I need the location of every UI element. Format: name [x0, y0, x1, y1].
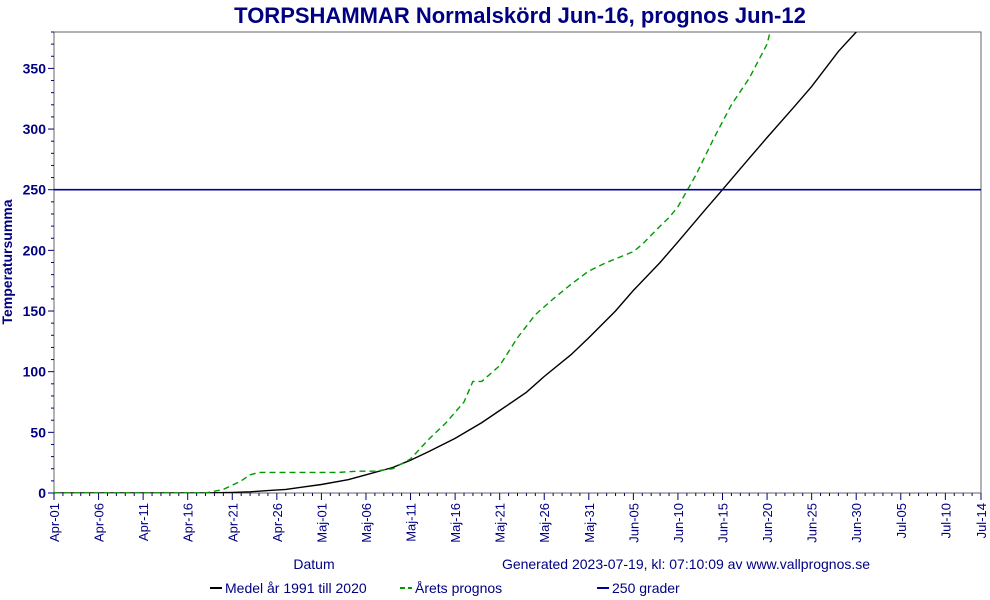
generated-note: Generated 2023-07-19, kl: 07:10:09 av ww… — [502, 556, 870, 572]
legend: Medel år 1991 till 2020 Årets prognos 250 … — [210, 580, 680, 596]
y-tick-label: 200 — [23, 242, 47, 258]
series-line-1 — [54, 32, 858, 493]
x-tick-label: Jul-05 — [894, 503, 909, 538]
x-tick-label: Jun-20 — [760, 503, 775, 543]
y-tick-label: 100 — [23, 364, 47, 380]
x-ticks: Apr-01 Apr-06 Apr-11 Apr-16 Apr-21 Apr-26 Maj-… — [47, 493, 989, 543]
legend-label-2: Årets prognos — [415, 580, 502, 596]
x-tick-label: Maj-21 — [493, 503, 508, 543]
x-tick-label: Jun-30 — [849, 503, 864, 543]
x-tick-label: Apr-11 — [136, 503, 151, 541]
series-line-2 — [54, 32, 771, 493]
legend-label-3: 250 grader — [612, 580, 680, 596]
y-tick-label: 150 — [23, 303, 47, 319]
x-tick-label: Maj-16 — [448, 503, 463, 543]
x-tick-label: Maj-11 — [404, 503, 419, 542]
x-tick-label: Apr-06 — [92, 503, 107, 542]
y-tick-label: 300 — [23, 121, 47, 137]
x-tick-label: Maj-31 — [582, 503, 597, 543]
plot-frame — [53, 31, 982, 494]
x-tick-label: Jun-25 — [805, 503, 820, 543]
x-tick-label: Apr-26 — [270, 503, 285, 542]
legend-label-1: Medel år 1991 till 2020 — [225, 580, 367, 596]
x-tick-label: Maj-01 — [314, 503, 329, 543]
x-tick-label: Maj-06 — [359, 503, 374, 543]
x-tick-label: Jul-10 — [938, 503, 953, 538]
y-tick-label: 0 — [38, 485, 46, 501]
x-tick-label: Apr-01 — [47, 503, 62, 542]
y-tick-label: 350 — [23, 60, 47, 76]
x-tick-label: Jun-10 — [671, 503, 686, 543]
chart-title: TORPSHAMMAR Normalskörd Jun-16, prognos … — [234, 3, 806, 28]
x-tick-label: Jun-15 — [716, 503, 731, 543]
y-axis-label: Temperatursumma — [0, 199, 15, 324]
x-tick-label: Jul-14 — [974, 503, 989, 538]
y-tick-label: 50 — [30, 424, 46, 440]
y-ticks: 0 50 100 150 200 250 300 350 — [23, 31, 54, 501]
x-axis-label: Datum — [293, 556, 334, 572]
y-tick-label: 250 — [23, 182, 47, 198]
x-tick-label: Maj-26 — [537, 503, 552, 543]
x-tick-label: Apr-16 — [181, 503, 196, 542]
series-group — [54, 32, 981, 493]
x-tick-label: Jun-05 — [626, 503, 641, 543]
x-tick-label: Apr-21 — [225, 503, 240, 542]
